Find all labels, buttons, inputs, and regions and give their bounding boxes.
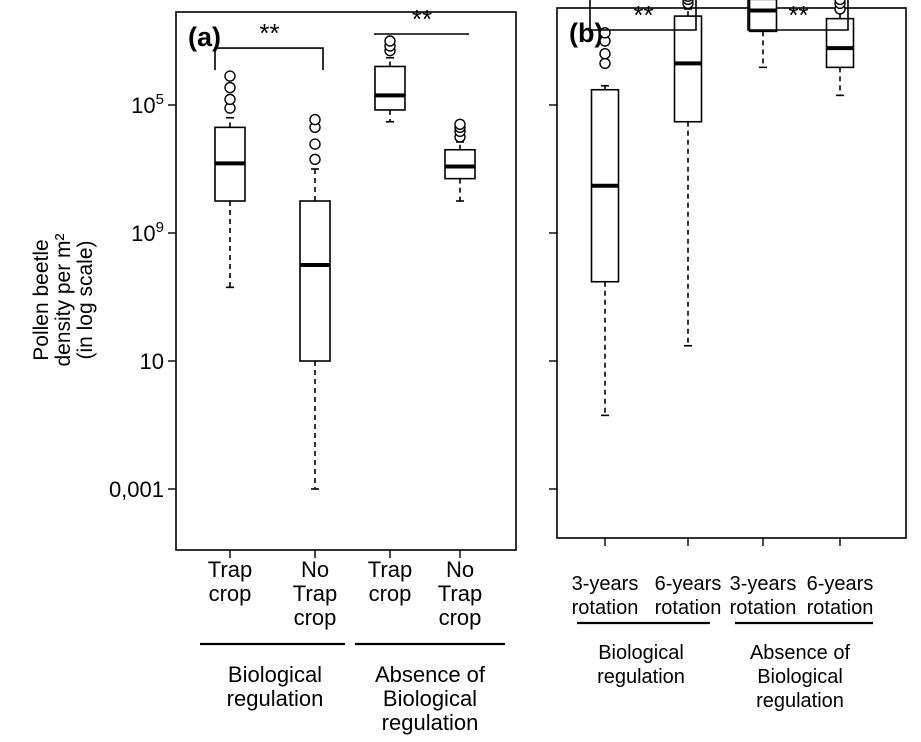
group-label: Absence of xyxy=(750,642,851,664)
outlier-point xyxy=(309,138,321,150)
outlier-point xyxy=(454,118,466,130)
y-axis-label-line: density per m² xyxy=(52,233,75,366)
significance-bracket xyxy=(589,0,697,31)
outlier-point xyxy=(384,35,396,47)
outlier-point xyxy=(309,153,321,166)
group-label: Absence of xyxy=(375,662,486,687)
outlier-point xyxy=(224,93,236,106)
x-tick-label: rotation xyxy=(807,597,874,619)
significance-label: ** xyxy=(412,4,432,34)
y-axis-label-line: (in log scale) xyxy=(74,240,97,359)
x-tick-label: Trap xyxy=(438,581,482,606)
panel-b: (b)3-yearsrotation6-yearsrotation3-years… xyxy=(549,0,907,712)
outlier-point xyxy=(599,57,611,70)
plot-frame xyxy=(175,11,517,551)
box-iqr xyxy=(299,200,331,362)
group-label: Biological xyxy=(228,662,322,687)
x-tick-label: Trap xyxy=(293,581,337,606)
x-tick-label: crop xyxy=(294,605,337,630)
panel-label: (b) xyxy=(569,18,603,48)
x-tick-label: 3-years xyxy=(730,573,797,595)
x-tick-label: crop xyxy=(439,605,482,630)
box-iqr xyxy=(444,148,476,180)
group-label: regulation xyxy=(382,710,479,735)
x-tick-label: 3-years xyxy=(572,573,639,595)
x-tick-label: 6-years xyxy=(655,573,722,595)
x-tick-label: Trap xyxy=(208,557,252,582)
significance-bracket xyxy=(374,33,469,35)
x-tick-label: Trap xyxy=(368,557,412,582)
box-iqr xyxy=(673,15,703,123)
x-tick-label: rotation xyxy=(572,597,639,619)
group-label: regulation xyxy=(756,690,844,712)
y-tick-label: 109 xyxy=(131,219,164,246)
box-iqr xyxy=(825,17,855,69)
plot-frame xyxy=(556,7,907,539)
box-iqr xyxy=(748,0,778,33)
outlier-point xyxy=(224,81,236,94)
x-tick-label: rotation xyxy=(655,597,722,619)
group-label: Biological xyxy=(757,666,843,688)
y-tick-label: 105 xyxy=(131,91,164,118)
significance-label: ** xyxy=(633,0,653,30)
outlier-point xyxy=(599,48,611,60)
outlier-point xyxy=(834,0,846,6)
outlier-point xyxy=(224,70,236,82)
significance-label: ** xyxy=(259,18,279,48)
panel-label: (a) xyxy=(188,22,221,52)
x-tick-label: crop xyxy=(369,581,412,606)
y-tick-label: 0,001 xyxy=(109,477,164,502)
significance-label: ** xyxy=(788,0,808,30)
group-label: regulation xyxy=(597,666,685,688)
group-label: Biological xyxy=(598,642,684,664)
group-label: regulation xyxy=(227,686,324,711)
x-tick-label: crop xyxy=(209,581,252,606)
x-tick-label: No xyxy=(301,557,329,582)
x-tick-label: 6-years xyxy=(807,573,874,595)
significance-bracket xyxy=(747,0,849,31)
x-tick-label: No xyxy=(446,557,474,582)
y-tick-label: 10 xyxy=(140,349,164,374)
significance-bracket xyxy=(214,47,324,71)
y-axis-label-line: Pollen beetle xyxy=(30,239,53,360)
x-tick-label: rotation xyxy=(730,597,797,619)
outlier-point xyxy=(309,113,321,126)
outlier-point xyxy=(683,0,693,2)
box-iqr xyxy=(374,65,406,111)
panel-a: (a)0,00110109105TrapcropNoTrapcropTrapcr… xyxy=(109,4,517,735)
group-label: Biological xyxy=(383,686,477,711)
y-axis-label: Pollen beetle density per m² (in log scale… xyxy=(30,233,97,366)
